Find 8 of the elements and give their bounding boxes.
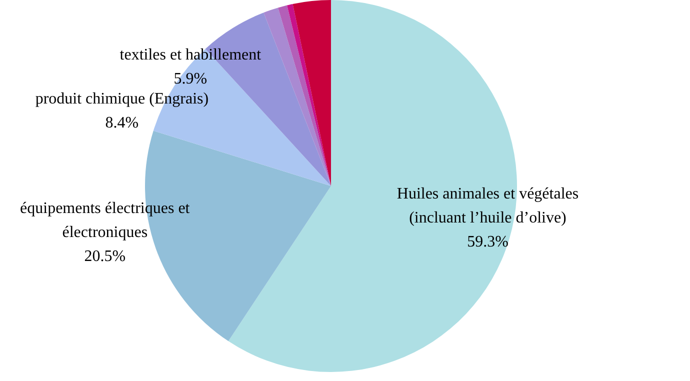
data-label: 20.5% [84,248,126,266]
slice-label: Huiles animales et végétales (incluant l’huile d’olive) [396,185,579,226]
slice-label: textiles et habillement [120,46,262,64]
slice-label: équipements électriques et électroniques [20,200,190,242]
data-label: 8.4% [105,114,139,132]
data-label: 5.9% [174,70,208,88]
data-label: 59.3% [467,233,508,250]
slice-label: produit chimique (Engrais) [35,90,209,108]
